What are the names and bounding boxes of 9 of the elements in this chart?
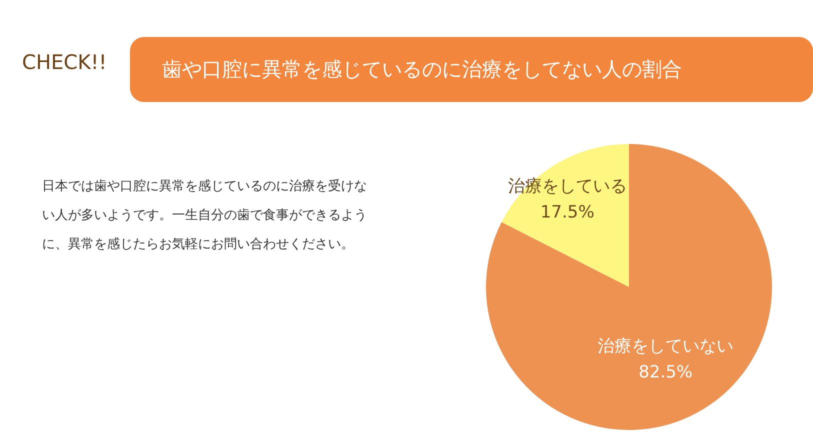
text: 日本では歯や口腔に異常を感じているのに治療を受けない人が多いようです。一生自分の歯で食事ができるように、異常を感じたらお気軽にお問い合わせください。 xyxy=(42,179,367,252)
data-label: 17.5% xyxy=(540,202,594,222)
pie-slice xyxy=(486,144,772,430)
slice-label: 治療をしている xyxy=(508,176,627,196)
pie-slice xyxy=(502,144,629,287)
data-label: 82.5% xyxy=(638,362,693,383)
chart-title: 歯や口腔に異常を感じているのに治療をしてない人の割合 xyxy=(162,57,682,81)
slice-label: 治療をしていない xyxy=(598,336,734,357)
text: CHECK!! xyxy=(22,50,107,74)
